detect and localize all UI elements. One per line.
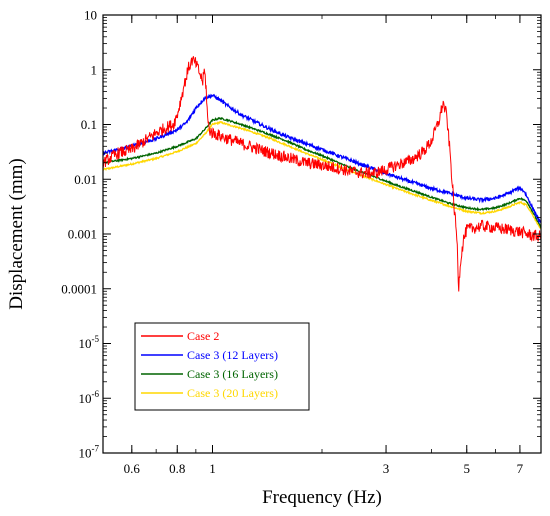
- ticks-layer: [102, 14, 542, 454]
- legend-label: Case 2: [187, 329, 219, 343]
- y-tick-mantissa: 10: [79, 391, 92, 406]
- x-tick-label: 5: [464, 461, 471, 476]
- y-tick-exponent: -6: [92, 389, 100, 399]
- y-tick-label: 10-7: [79, 444, 100, 461]
- series-line: [103, 116, 541, 229]
- x-tick-label: 3: [383, 461, 390, 476]
- x-tick-label: 1: [209, 461, 216, 476]
- series-line: [103, 55, 541, 292]
- x-tick-label: 0.6: [124, 461, 141, 476]
- legend-label: Case 3 (16 Layers): [187, 367, 278, 381]
- series-line: [103, 93, 541, 225]
- y-tick-label: 10-6: [79, 389, 100, 406]
- y-axis-title: Displacement (mm): [6, 158, 27, 309]
- y-tick-label: 0.001: [68, 227, 97, 242]
- x-axis-title: Frequency (Hz): [262, 487, 382, 508]
- x-tick-label: 7: [517, 461, 524, 476]
- y-tick-mantissa: 10: [79, 446, 92, 461]
- legend-label: Case 3 (12 Layers): [187, 348, 278, 362]
- legend: Case 2 Case 3 (12 Layers) Case 3 (16 Layer…: [134, 322, 310, 411]
- legend-label: Case 3 (20 Layers): [187, 386, 278, 400]
- y-tick-label: 0.1: [81, 117, 97, 132]
- y-tick-mantissa: 10: [79, 336, 92, 351]
- series-line: [103, 120, 541, 230]
- series-layer: [103, 55, 541, 292]
- y-tick-label: 0.0001: [61, 281, 97, 296]
- y-tick-label: 10: [84, 8, 97, 23]
- y-tick-exponent: -5: [92, 334, 100, 344]
- legend-box: [134, 322, 310, 411]
- y-tick-label: 0.01: [74, 172, 97, 187]
- y-tick-label: 1: [91, 62, 98, 77]
- y-tick-label: 10-5: [79, 334, 100, 351]
- y-tick-exponent: -7: [92, 444, 100, 454]
- x-tick-label: 0.8: [169, 461, 185, 476]
